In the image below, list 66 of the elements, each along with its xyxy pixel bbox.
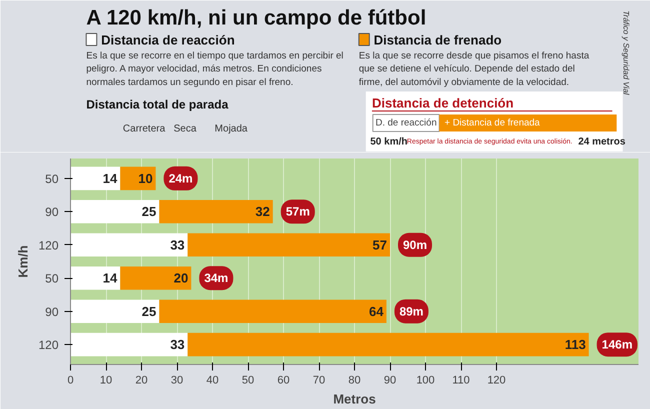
y-tick-label: 120	[38, 338, 59, 352]
bar	[70, 332, 188, 356]
legend-label: Distancia de frenado	[374, 32, 502, 48]
bar	[70, 166, 120, 190]
y-tick-label: 50	[45, 272, 59, 286]
data-label: 25	[142, 204, 156, 220]
x-tick-label: 110	[452, 374, 470, 386]
text: + Distancia de frenada	[444, 118, 541, 128]
bar	[70, 200, 160, 224]
x-tick-label: 60	[277, 374, 290, 386]
data-label: 57	[372, 237, 388, 252]
bar	[120, 266, 192, 290]
bar	[188, 233, 390, 257]
legend-label: Distancia de reacción	[101, 32, 235, 48]
text: Tráfico y Seguridad Vial	[622, 10, 631, 95]
x-tick-label: 40	[206, 374, 219, 386]
text: 24 metros	[578, 136, 626, 148]
data-label: 25	[142, 304, 156, 319]
bar	[159, 200, 273, 224]
bar	[120, 166, 156, 190]
data-label: 33	[170, 337, 185, 352]
x-tick-label: 80	[348, 374, 361, 386]
y-axis-title: Km/h	[15, 245, 30, 278]
text: Distancia total de parada	[86, 98, 229, 112]
data-label: 14	[102, 170, 118, 186]
text: D. de reacción	[375, 118, 437, 128]
bar	[188, 332, 589, 356]
data-label: 14	[102, 270, 118, 286]
x-axis-title: Metros	[333, 392, 376, 406]
data-label: 33	[170, 237, 185, 252]
x-tick-label: 120	[487, 374, 506, 386]
x-tick-label: 30	[170, 374, 184, 386]
total-label: 146m	[602, 338, 633, 352]
x-tick-label: 50	[242, 374, 254, 386]
text: Es la que se recorre en el tiempo que tardamos en percibir el peligro. A mayor velocidad, más metros. En condiciones normales tardamos un segundo en pisar el freno.	[86, 50, 344, 88]
x-tick-label: 100	[416, 374, 435, 386]
total-label: 34m	[204, 271, 228, 286]
text: 50 km/h	[370, 136, 408, 148]
y-tick-label: 50	[45, 172, 59, 186]
bar	[70, 266, 120, 290]
text: Seca	[174, 124, 197, 134]
data-label: 10	[138, 170, 153, 186]
y-tick-label: 90	[45, 304, 59, 319]
data-label: 20	[174, 270, 188, 286]
total-label: 24m	[168, 171, 193, 186]
total-label: 90m	[403, 238, 428, 252]
text: Distancia de detención	[372, 96, 514, 110]
data-label: 64	[368, 304, 384, 319]
bar	[70, 233, 188, 257]
text: Mojada	[214, 124, 248, 134]
total-label: 89m	[399, 304, 424, 318]
bar	[70, 300, 160, 323]
x-tick-label: 0	[67, 374, 74, 386]
x-tick-label: 70	[312, 374, 326, 386]
x-tick-label: 90	[384, 374, 396, 386]
y-tick-label: 120	[38, 238, 59, 252]
y-tick-label: 90	[45, 205, 59, 220]
chart-title: A 120 km/h, ni un campo de fútbol	[86, 6, 426, 30]
bar	[159, 300, 386, 323]
text: Carretera	[122, 124, 166, 134]
x-tick-label: 20	[135, 374, 148, 386]
text: Es la que se recorre desde que pisamos el freno hasta que se detiene el vehículo. Depende del estado del firme, del automóvil y obviamente de la velocidad.	[358, 50, 590, 88]
data-label: 113	[564, 337, 586, 352]
data-label: 32	[255, 204, 270, 220]
x-tick-label: 10	[100, 374, 112, 386]
total-label: 57m	[286, 204, 310, 219]
